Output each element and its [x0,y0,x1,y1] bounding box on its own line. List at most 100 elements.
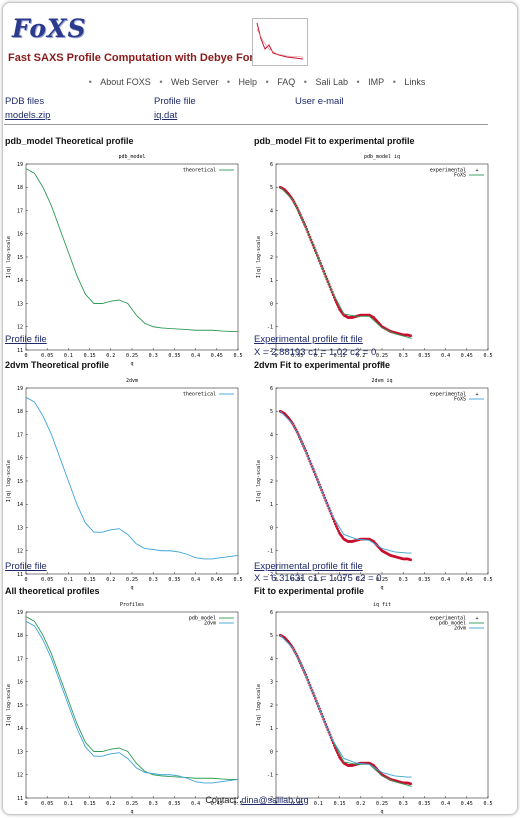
nav-imp[interactable]: IMP [368,77,385,87]
y-axis-label: I(q) log-scale [256,236,262,278]
y-tick-label: 17 [17,208,23,214]
chart-title: pdb_model [118,154,145,160]
y-tick-label: 13 [17,525,23,531]
fit-file-link[interactable]: Experimental profile fit file [254,334,363,345]
y-tick-label: 17 [17,656,23,662]
y-tick-label: 1 [270,278,273,284]
chart-title: iq fit [373,602,391,608]
y-tick-label: 2 [270,479,273,485]
y-tick-label: 0 [270,749,273,755]
legend-label: 2dvm [454,626,466,632]
x-tick-label: 0.15 [334,801,346,807]
data-point [409,558,413,562]
chart-title: pdb_model iq [364,154,400,160]
section-heading: All theoretical profiles [5,586,100,596]
legend-label: 2dvm [204,621,216,627]
y-tick-label: 15 [17,703,23,709]
y-tick-label: 1 [270,502,273,508]
nav-web-server[interactable]: Web Server [171,77,219,87]
section-heading: Fit to experimental profile [254,586,365,596]
fit-file-link[interactable]: Experimental profile fit file [254,561,363,572]
x-tick-label: 0.15 [84,577,96,583]
contact-email-link[interactable]: dina@salilab.org [241,795,309,805]
y-tick-label: 14 [17,726,23,732]
y-tick-label: -1 [267,773,273,779]
x-axis-label: q [380,585,383,591]
x-tick-label: 0.05 [41,577,53,583]
top-nav: • About FOXS • Web Server • Help • FAQ •… [88,77,426,87]
nav-faq[interactable]: FAQ [277,77,296,87]
chart-pdb-model-fit: pdb_model iq 0 0.05 0.1 0.15 0.2 0.25 0.3 0.35 0.… [254,150,494,370]
y-tick-label: 3 [270,232,273,238]
x-tick-label: 0.35 [418,353,430,359]
y-tick-label: -1 [267,325,273,331]
series-line [25,396,239,560]
x-tick-label: 0.4 [441,353,450,359]
x-tick-label: 0.05 [41,801,53,807]
x-tick-label: 0.1 [314,801,323,807]
x-tick-label: 0.2 [106,577,115,583]
data-point [337,305,340,309]
y-tick-label: 16 [17,456,23,462]
page-subtitle: Fast SAXS Profile Computation with Debye… [8,52,280,64]
x-tick-label: 0.1 [64,801,73,807]
fit-parameters: X = 2.88193 c1 = 1.02 c2 = 0 [254,347,377,358]
x-tick-label: 0 [24,577,27,583]
chart-pdb-model-theoretical: pdb_model 0 0.05 0.1 0.15 0.2 0.25 0.3 0.35 0.4 0.… [4,150,244,370]
profile-file-link[interactable]: iq.dat [154,110,178,121]
profile-file-link[interactable]: Profile file [5,561,47,572]
legend-label: FoXS [454,397,466,403]
y-tick-label: 3 [270,680,273,686]
y-tick-label: 3 [270,456,273,462]
series-line [279,410,412,554]
contact-line: Contact: dina@salilab.org [0,795,514,805]
x-tick-label: 0.45 [211,353,223,359]
y-tick-label: 14 [17,278,23,284]
nav-help[interactable]: Help [238,77,258,87]
nav-links[interactable]: Links [404,77,426,87]
x-tick-label: 0.35 [168,577,180,583]
nav-about-foxs[interactable]: About FOXS [100,77,151,87]
x-tick-label: 0.45 [211,801,223,807]
chart-2dvm-fit: 2dvm iq 0 0.05 0.1 0.15 0.2 0.25 0.3 0.35 0.4 0.45… [254,374,494,594]
x-tick-label: 0.2 [106,353,115,359]
legend-label: theoretical [183,168,216,174]
x-tick-label: 0.3 [149,801,158,807]
y-tick-label: 19 [17,610,23,616]
pdb-files-link[interactable]: models.zip [5,110,51,121]
x-tick-label: 0.5 [483,577,492,583]
x-tick-label: 0.1 [314,353,323,359]
y-tick-label: 4 [270,656,273,662]
x-tick-label: 0.05 [291,577,303,583]
x-tick-label: 0.35 [418,577,430,583]
legend-label: FoXS [454,173,466,179]
x-tick-label: 0.45 [461,801,473,807]
legend-label: experimental [430,392,466,398]
header-thumbnail-image [252,18,308,66]
x-tick-label: 0.25 [376,577,388,583]
legend-marker: + [475,616,478,622]
x-tick-label: 0.25 [126,577,138,583]
profile-file-link[interactable]: Profile file [5,334,47,345]
x-tick-label: 0.4 [191,577,200,583]
foxs-logo[interactable]: FoXS [12,14,87,43]
plot-frame [275,387,489,575]
y-tick-label: 17 [17,432,23,438]
y-tick-label: 18 [17,409,23,415]
y-tick-label: 11 [17,348,23,354]
x-axis-label: q [380,809,383,815]
chart-title: 2dvm [126,378,138,384]
x-tick-label: 0.15 [334,353,346,359]
y-tick-label: 15 [17,479,23,485]
nav-sali-lab[interactable]: Sali Lab [315,77,348,87]
data-point [337,753,340,757]
y-axis-label: I(q) log-scale [256,684,262,726]
x-tick-label: 0.15 [84,353,96,359]
y-tick-label: 19 [17,162,23,168]
x-axis-label: q [130,809,133,815]
fit-parameters: X = 6.31631 c1 = 1.075 c2 = 0 [254,573,382,584]
x-tick-label: 0.15 [334,577,346,583]
data-point [409,334,413,338]
x-tick-label: 0.45 [461,577,473,583]
y-tick-label: 11 [17,572,23,578]
